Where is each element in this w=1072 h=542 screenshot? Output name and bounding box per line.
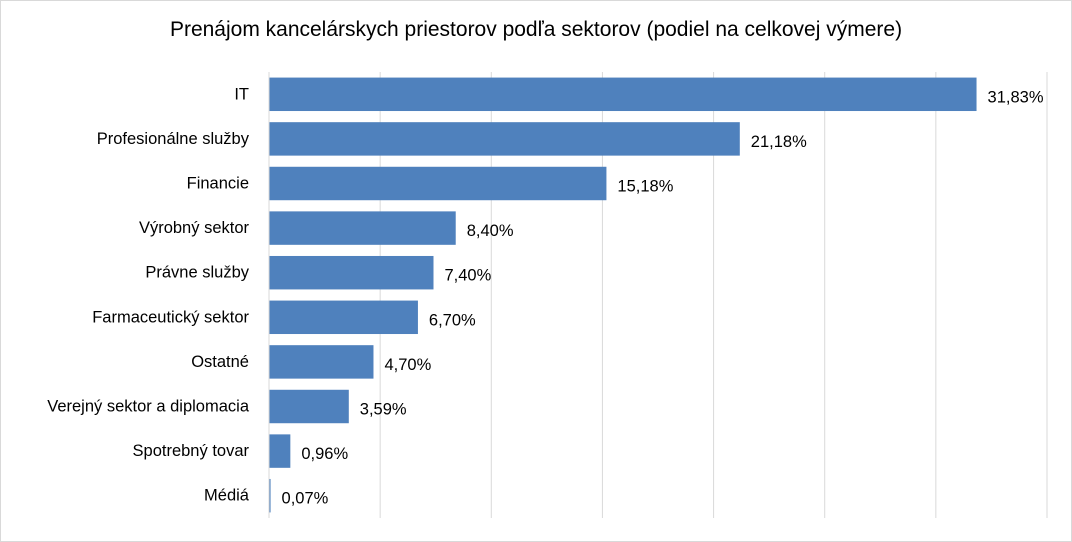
data-label: 3,59%	[360, 401, 407, 419]
chart-title: Prenájom kancelárskych priestorov podľa …	[169, 18, 903, 41]
bar	[269, 211, 456, 245]
bar	[269, 478, 271, 513]
category-label: Výrobný sektor	[139, 219, 250, 237]
bar	[269, 77, 977, 112]
category-label: Spotrebný tovar	[133, 442, 250, 460]
category-label: Profesionálne služby	[97, 130, 250, 148]
data-label: 21,18%	[751, 133, 807, 151]
data-label: 8,40%	[467, 222, 514, 240]
category-label: Právne služby	[145, 264, 249, 282]
category-label: Ostatné	[191, 353, 249, 371]
data-label: 0,07%	[282, 490, 329, 508]
category-label: Farmaceutický sektor	[92, 308, 249, 326]
bar	[269, 255, 434, 290]
bar	[269, 345, 374, 379]
category-label: Financie	[187, 175, 249, 193]
data-label: 6,70%	[429, 311, 476, 329]
data-label: 31,83%	[988, 88, 1044, 106]
category-label: Verejný sektor a diplomacia	[47, 398, 250, 416]
bar	[269, 434, 291, 468]
category-label: Médiá	[204, 487, 250, 505]
data-label: 0,96%	[301, 445, 348, 463]
bar	[269, 389, 349, 424]
data-label: 15,18%	[617, 178, 673, 196]
data-label: 4,70%	[384, 356, 431, 374]
bar	[269, 166, 607, 201]
data-label: 7,40%	[444, 267, 491, 285]
bar	[269, 300, 418, 335]
category-label: IT	[234, 85, 249, 103]
bar	[269, 122, 740, 156]
